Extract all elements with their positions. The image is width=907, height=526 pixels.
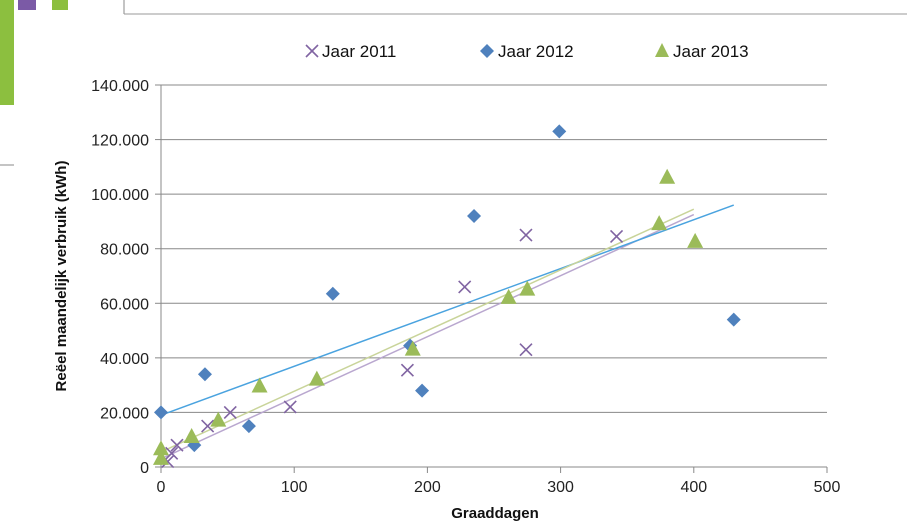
trendline-jaar-2012: [160, 204, 735, 416]
data-point-jaar-2013: [519, 280, 536, 296]
legend-marker-jaar-2012: [480, 44, 494, 58]
data-point-jaar-2013: [308, 370, 325, 386]
data-point-jaar-2013: [500, 288, 517, 304]
data-point-jaar-2012: [154, 405, 168, 420]
x-tick-label: 300: [547, 479, 574, 496]
y-axis-title: Reëel maandelijk verbruik (kWh): [53, 161, 70, 392]
data-point-jaar-2011: [400, 363, 414, 377]
legend-label-jaar-2012: Jaar 2012: [498, 42, 574, 61]
legend-label-jaar-2011: Jaar 2011: [322, 42, 396, 61]
data-point-jaar-2011: [223, 405, 237, 419]
data-point-jaar-2013: [210, 411, 227, 427]
legend-label-jaar-2013: Jaar 2013: [673, 42, 749, 61]
data-point-jaar-2011: [458, 280, 472, 294]
background-purple-swatch: [18, 0, 36, 10]
data-point-jaar-2011: [609, 229, 624, 244]
legend-marker-jaar-2013: [655, 43, 669, 57]
background-green-swatch: [52, 0, 68, 10]
data-point-jaar-2012: [552, 124, 567, 139]
data-point-jaar-2011: [283, 400, 297, 414]
x-tick-label: 0: [157, 479, 166, 496]
y-tick-label: 40.000: [100, 351, 149, 368]
x-tick-label: 200: [414, 479, 441, 496]
x-axis-title: Graaddagen: [451, 505, 539, 522]
data-point-jaar-2013: [251, 377, 268, 393]
y-tick-label: 60.000: [100, 296, 149, 313]
legend: Jaar 2011 Jaar 2012 Jaar 2013: [305, 42, 749, 61]
x-tick-label: 400: [680, 479, 707, 496]
background-panel-top: [0, 0, 907, 14]
data-point-jaar-2013: [153, 440, 169, 456]
background-green-bar: [0, 0, 14, 105]
y-tick-label: 80.000: [100, 242, 149, 259]
data-point-jaar-2013: [687, 232, 704, 248]
y-tick-label: 100.000: [91, 187, 149, 204]
trendline-jaar-2011: [160, 213, 695, 460]
data-point-jaar-2013: [659, 168, 676, 184]
data-point-jaar-2011: [165, 446, 179, 460]
data-point-jaar-2011: [170, 438, 184, 452]
plot-area: 0 20.000 40.000 60.000 80.000 100.000 120.000 1…: [91, 78, 840, 496]
x-tick-label: 500: [814, 479, 841, 496]
y-tick-label: 120.000: [91, 133, 149, 150]
data-point-jaar-2013: [651, 215, 668, 231]
y-tick-label: 0: [140, 460, 149, 477]
x-tick-label: 100: [281, 479, 308, 496]
data-point-jaar-2013: [183, 427, 200, 443]
data-point-jaar-2012: [325, 286, 340, 301]
data-point-jaar-2011: [519, 343, 533, 357]
data-point-jaar-2012: [467, 208, 482, 223]
data-point-jaar-2012: [197, 367, 212, 382]
y-tick-label: 20.000: [100, 405, 149, 422]
legend-marker-jaar-2011: [305, 44, 319, 58]
data-point-jaar-2012: [726, 312, 741, 327]
data-point-jaar-2013: [153, 449, 169, 465]
data-point-jaar-2013: [404, 340, 421, 356]
trendline-jaar-2013: [160, 208, 695, 453]
data-point-jaar-2012: [415, 383, 430, 398]
y-tick-label: 140.000: [91, 78, 149, 95]
data-point-jaar-2012: [241, 419, 256, 434]
data-point-jaar-2011: [519, 228, 533, 242]
data-point-jaar-2011: [201, 419, 215, 433]
